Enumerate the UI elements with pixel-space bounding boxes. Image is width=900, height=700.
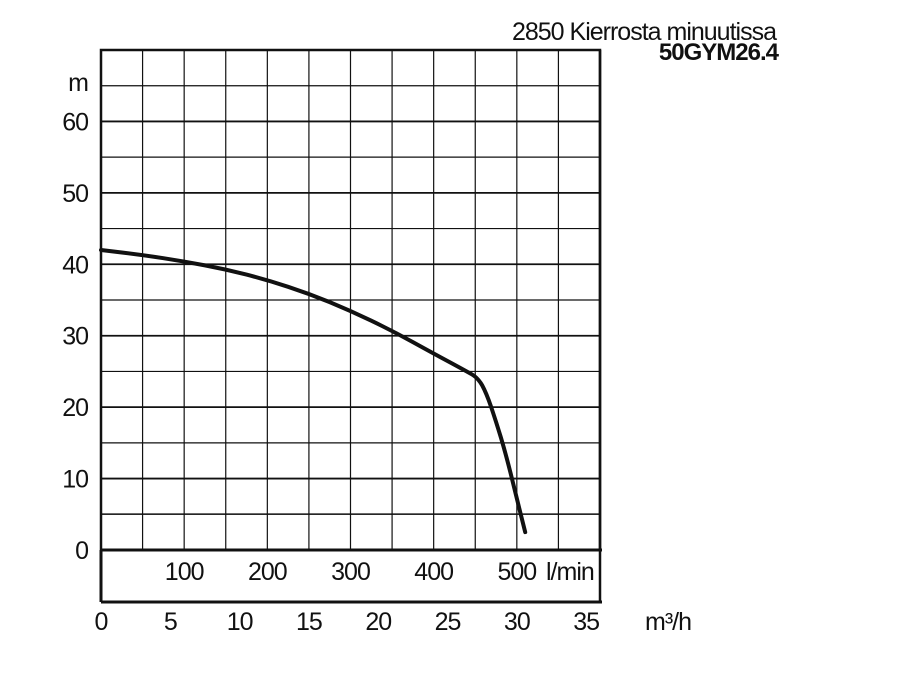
grid xyxy=(101,50,600,550)
x-tick-label-lpm: 300 xyxy=(331,558,370,586)
x-axis-label-lpm: l/min xyxy=(546,558,594,586)
y-axis-label: m xyxy=(68,69,88,97)
x-tick-labels-lpm: 100 200 300 400 500 xyxy=(165,558,537,586)
x-tick-label-m3h: 5 xyxy=(164,608,177,636)
y-tick-label: 20 xyxy=(62,394,88,422)
model-label: 50GYM26.4 xyxy=(659,39,780,66)
x-tick-label-lpm: 500 xyxy=(497,558,536,586)
x-tick-label-lpm: 100 xyxy=(165,558,204,586)
x-tick-label-lpm: 200 xyxy=(248,558,287,586)
y-tick-labels: 0 10 20 30 40 50 60 xyxy=(62,108,89,565)
x-tick-label-m3h: 0 xyxy=(95,608,108,636)
series-group xyxy=(99,248,528,535)
y-tick-label: 60 xyxy=(62,108,88,136)
plot-frame xyxy=(99,48,602,604)
y-tick-label: 10 xyxy=(62,466,88,494)
x-tick-label-m3h: 35 xyxy=(573,608,599,636)
x-tick-labels-m3h: 0 5 10 15 20 25 30 35 xyxy=(95,608,601,636)
performance-curve xyxy=(99,248,528,535)
x-tick-label-lpm: 400 xyxy=(414,558,453,586)
x-tick-label-m3h: 30 xyxy=(504,608,530,636)
y-tick-label: 30 xyxy=(62,323,88,351)
y-tick-label: 50 xyxy=(62,180,88,208)
x-tick-label-m3h: 15 xyxy=(296,608,322,636)
x-tick-label-m3h: 10 xyxy=(227,608,253,636)
x-tick-label-m3h: 20 xyxy=(365,608,391,636)
x-axis-label-m3h: m³/h xyxy=(645,608,691,636)
y-tick-label: 0 xyxy=(75,537,88,565)
y-tick-label: 40 xyxy=(62,251,88,279)
x-tick-label-m3h: 25 xyxy=(435,608,461,636)
chart-title: 2850 Kierrosta minuutissa xyxy=(512,18,777,46)
